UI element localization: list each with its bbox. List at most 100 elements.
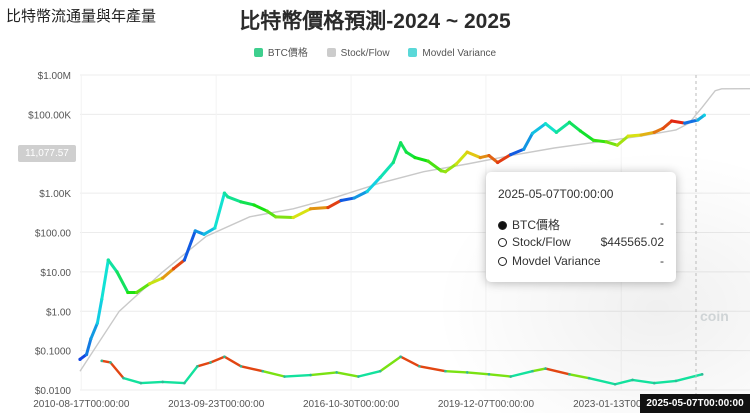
data-point-movdel-variance: [183, 381, 186, 385]
tooltip-label-movdel-variance: Movdel Variance: [512, 254, 601, 268]
x-tick-label: 2019-12-07T00:00:00: [438, 399, 535, 410]
series-segment-btc-price: [291, 207, 313, 220]
data-point-movdel-variance: [444, 369, 447, 373]
series-segment-btc-price: [274, 215, 295, 220]
data-point-btc-price: [126, 290, 130, 295]
series-segment-movdel-variance: [613, 378, 634, 386]
series-segment-movdel-variance: [261, 370, 286, 378]
series-segment-movdel-variance: [100, 359, 112, 364]
legend-label-movdel-variance: Movdel Variance: [422, 48, 497, 59]
data-point-btc-price: [426, 159, 430, 163]
series-segment-btc-price: [202, 226, 217, 236]
y-axis-ticks: $1.00M $100.00K $1.00K $100.00 $10.00 $1.00 $0…: [28, 71, 71, 397]
series-segment-btc-price: [404, 150, 417, 160]
data-point-movdel-variance: [196, 364, 199, 368]
data-point-btc-price: [202, 232, 206, 236]
data-point-btc-price: [652, 130, 656, 134]
data-point-btc-price: [134, 290, 139, 295]
x-tick-label: 2010-08-17T00:00:00: [33, 399, 130, 410]
data-point-btc-price: [399, 141, 403, 145]
series-segment-movdel-variance: [418, 365, 447, 373]
legend-item-movdel-variance[interactable]: Movdel Variance: [408, 48, 496, 59]
series-segment-movdel-variance: [335, 371, 360, 378]
data-point-movdel-variance: [309, 373, 312, 377]
tooltip-dot-stock-flow: [498, 238, 507, 247]
series-segment-btc-price: [239, 200, 256, 207]
tooltip-value-stock-flow: $445565.02: [600, 235, 664, 249]
data-point-movdel-variance: [239, 364, 243, 368]
data-point-btc-price: [543, 122, 548, 126]
chart-legend: BTC價格 Stock/Flow Movdel Variance: [0, 44, 750, 59]
data-point-btc-price: [308, 207, 313, 211]
series-segment-btc-price: [115, 270, 130, 294]
data-point-btc-price: [465, 150, 469, 154]
x-tick-label: 2013-09-23T00:00:00: [168, 399, 265, 410]
series-segment-movdel-variance: [161, 380, 186, 385]
data-point-movdel-variance: [139, 381, 143, 385]
page-title: 比特幣流通量與年產量: [6, 8, 157, 25]
data-point-btc-price: [365, 189, 369, 194]
data-point-btc-price: [352, 196, 356, 200]
series-segment-movdel-variance: [399, 355, 421, 368]
data-point-btc-price: [626, 134, 630, 138]
series-segment-btc-price: [567, 120, 582, 133]
series-segment-btc-price: [352, 189, 369, 200]
data-point-btc-price: [161, 276, 165, 280]
data-point-btc-price: [239, 200, 243, 204]
tooltip-label-btc-price: BTC價格: [512, 218, 561, 232]
data-point-movdel-variance: [700, 373, 704, 376]
data-point-btc-price: [413, 155, 417, 160]
legend-item-stock-flow[interactable]: Stock/Flow: [326, 48, 390, 59]
series-segment-btc-price: [670, 119, 687, 125]
data-point-btc-price: [454, 162, 458, 166]
data-point-movdel-variance: [122, 376, 125, 380]
data-point-btc-price: [567, 120, 572, 124]
data-point-btc-price: [339, 198, 343, 203]
series-segment-movdel-variance: [309, 371, 338, 377]
x-tick-label: 2016-10-30T00:00:00: [303, 399, 400, 410]
series-segment-btc-price: [309, 206, 330, 211]
series-segment-movdel-variance: [487, 373, 512, 378]
y-tick-label: $10.00: [40, 268, 71, 279]
x-tick-label: 2023-01-13T00:00:00: [573, 399, 670, 410]
legend-item-btc-price[interactable]: BTC價格: [253, 44, 308, 59]
tooltip-row-btc-price: BTC價格 -: [498, 216, 664, 232]
series-segment-movdel-variance: [183, 365, 199, 385]
series-segment-btc-price: [95, 297, 104, 325]
data-point-btc-price: [222, 191, 227, 195]
series-segment-movdel-variance: [509, 370, 534, 378]
data-point-movdel-variance: [357, 375, 360, 378]
series-segment-btc-price: [604, 140, 619, 147]
data-point-btc-price: [171, 267, 176, 271]
tooltip-label-stock-flow: Stock/Flow: [512, 235, 571, 249]
legend-swatch-movdel-variance: [408, 48, 418, 57]
series-segment-movdel-variance: [466, 371, 491, 376]
data-point-btc-price: [591, 138, 595, 142]
data-point-movdel-variance: [223, 355, 226, 359]
series-segment-btc-price: [578, 129, 595, 142]
series-segment-btc-price: [226, 195, 243, 204]
series-segment-movdel-variance: [122, 376, 143, 385]
series-segment-btc-price: [639, 130, 656, 137]
data-point-movdel-variance: [487, 373, 491, 376]
data-point-movdel-variance: [509, 375, 513, 378]
data-point-btc-price: [106, 258, 110, 262]
y-tick-label: $100.00K: [28, 110, 71, 121]
data-point-btc-price: [509, 153, 513, 157]
data-point-btc-price: [84, 352, 89, 357]
price-marker-label: 11,077.57: [18, 145, 76, 162]
data-point-movdel-variance: [568, 373, 571, 376]
tooltip-value-movdel-variance: -: [660, 254, 664, 268]
series-segment-btc-price: [496, 153, 513, 164]
data-point-btc-price: [404, 150, 408, 154]
data-point-movdel-variance: [544, 367, 547, 370]
series-segment-btc-price: [661, 119, 674, 130]
data-point-movdel-variance: [209, 361, 212, 364]
data-point-movdel-variance: [674, 379, 678, 383]
series-segment-btc-price: [530, 122, 548, 135]
data-point-btc-price: [193, 229, 197, 233]
data-point-btc-price: [661, 126, 665, 131]
series-segment-movdel-variance: [568, 373, 591, 380]
series-segment-btc-price: [213, 191, 226, 230]
data-point-btc-price: [443, 170, 448, 174]
